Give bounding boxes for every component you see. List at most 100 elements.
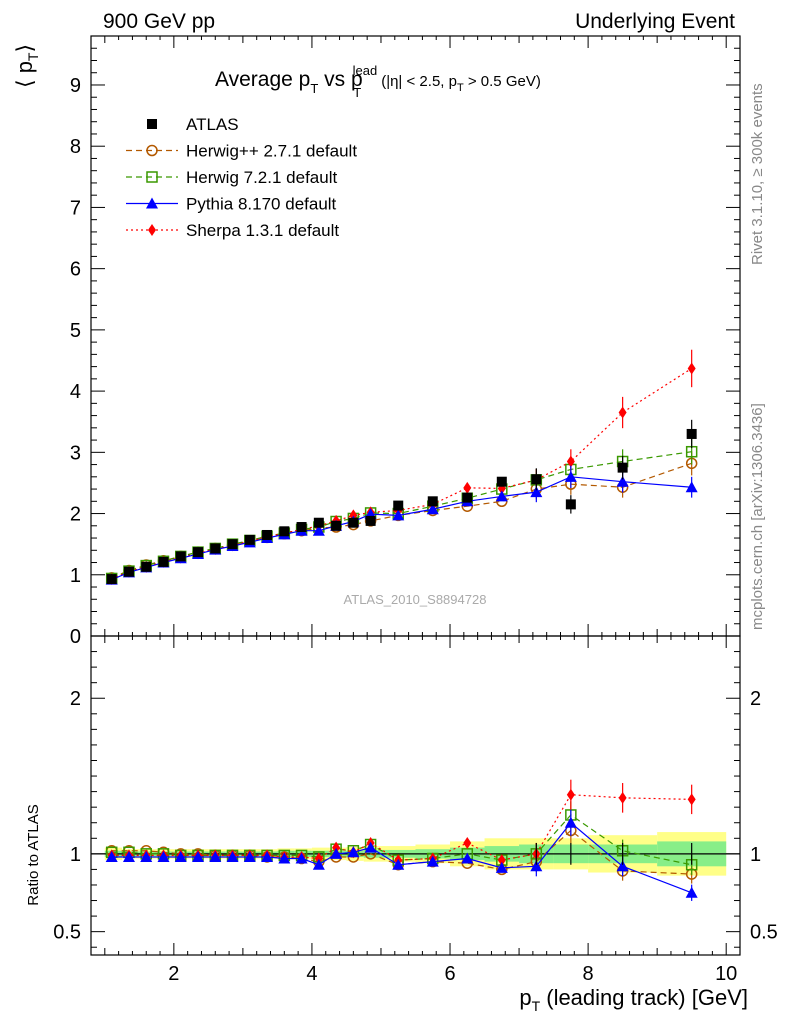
marker-square: [313, 517, 324, 528]
y-tick-label: 1: [70, 565, 81, 587]
marker-diamond: [566, 788, 575, 801]
y-tick-label: 2: [70, 688, 81, 710]
marker-diamond: [148, 224, 156, 236]
marker-square: [244, 534, 255, 545]
marker-triangle: [685, 481, 698, 493]
marker-triangle: [364, 841, 377, 853]
series-line: [111, 462, 692, 579]
y-tick-label: 2: [70, 504, 81, 526]
x-tick-label: 6: [444, 963, 455, 985]
marker-triangle: [392, 858, 405, 870]
marker-diamond: [332, 841, 341, 854]
legend-item: Herwig++ 2.7.1 default: [126, 142, 357, 161]
y-tick-label-right: 1: [750, 844, 761, 866]
marker-triangle: [426, 503, 439, 515]
marker-square: [496, 476, 507, 487]
y-tick-label: 4: [70, 381, 81, 403]
legend-label: Herwig++ 2.7.1 default: [186, 142, 357, 161]
marker-triangle: [426, 855, 439, 867]
marker-triangle: [616, 860, 629, 872]
marker-square: [296, 522, 307, 533]
marker-square: [393, 500, 404, 511]
x-label: pT (leading track) [GeV]: [519, 985, 748, 1014]
marker-triangle: [226, 850, 239, 862]
marker-square: [158, 556, 169, 567]
marker-diamond: [463, 481, 472, 494]
rivet-note: Rivet 3.1.10, ≥ 300k events: [749, 83, 766, 265]
analysis-watermark: ATLAS_2010_S8894728: [344, 592, 487, 607]
marker-diamond: [566, 455, 575, 468]
x-tick-label: 8: [583, 963, 594, 985]
marker-triangle: [564, 470, 577, 482]
marker-triangle: [616, 475, 629, 487]
series-3: [105, 465, 698, 585]
mcplots-note: mcplots.cern.ch [arXiv:1306.3436]: [749, 403, 766, 630]
marker-triangle: [209, 850, 222, 862]
marker-triangle: [564, 816, 577, 828]
main-plot-axes: 0 1 2 3 4 5 6 7 8 9: [70, 35, 741, 648]
marker-square: [175, 551, 186, 562]
marker-triangle: [495, 861, 508, 873]
marker-square: [427, 496, 438, 507]
marker-triangle: [392, 509, 405, 521]
ratio-series-3: [105, 809, 698, 901]
series-0: [106, 419, 697, 585]
legend-label: Pythia 8.170 default: [186, 195, 337, 214]
marker-square: [686, 428, 697, 439]
legend-label: Sherpa 1.3.1 default: [186, 221, 339, 240]
y-tick-label: 5: [70, 320, 81, 342]
marker-square: [348, 517, 359, 528]
legend-item: ATLAS: [147, 115, 239, 134]
marker-square: [565, 499, 576, 510]
marker-triangle: [122, 850, 135, 862]
y-tick-label: 0: [70, 626, 81, 648]
marker-triangle: [347, 846, 360, 858]
marker-triangle: [295, 852, 308, 864]
y-tick-label: 6: [70, 259, 81, 281]
marker-square: [147, 119, 157, 129]
marker-square: [279, 526, 290, 537]
marker-square: [123, 566, 134, 577]
marker-triangle: [157, 850, 170, 862]
marker-triangle: [312, 524, 325, 536]
marker-triangle: [461, 852, 474, 864]
legend-label: ATLAS: [186, 115, 239, 134]
marker-open-square: [146, 171, 158, 183]
y-tick-label: 9: [70, 75, 81, 97]
plot-frame: [90, 635, 741, 956]
ratio-line: [111, 814, 692, 866]
x-tick-label: 4: [306, 963, 317, 985]
x-tick-label: 2: [168, 963, 179, 985]
marker-square: [141, 561, 152, 572]
marker-diamond: [687, 793, 696, 806]
legend-item: Pythia 8.170 default: [126, 195, 337, 214]
y-tick-label-right: 2: [750, 688, 761, 710]
y-tick-label: 3: [70, 442, 81, 464]
marker-square: [262, 529, 273, 540]
marker-diamond: [314, 852, 323, 865]
legend-label: Herwig 7.2.1 default: [186, 168, 337, 187]
marker-square: [227, 539, 238, 550]
y-label-main: ⟨ pT⟩: [12, 44, 41, 88]
marker-triangle: [685, 886, 698, 898]
header-left: 900 GeV pp: [103, 10, 215, 33]
y-tick-label: 7: [70, 197, 81, 219]
marker-triangle: [495, 490, 508, 502]
marker-triangle: [174, 850, 187, 862]
marker-square: [331, 520, 342, 531]
main-plot-series: [105, 349, 698, 586]
y-tick-label: 0.5: [53, 922, 81, 944]
marker-triangle: [278, 852, 291, 864]
marker-triangle: [243, 850, 256, 862]
series-line: [111, 476, 692, 581]
marker-triangle: [312, 858, 325, 870]
marker-square: [531, 474, 542, 485]
marker-square: [365, 515, 376, 526]
marker-triangle: [261, 850, 274, 862]
series-line: [111, 367, 692, 580]
ratio-plot-axes: 2 4 6 8 10 0.5 0.5 1 1 2 2: [53, 635, 778, 985]
marker-triangle: [140, 850, 153, 862]
header-right: Underlying Event: [575, 10, 735, 33]
marker-circle: [146, 144, 158, 157]
